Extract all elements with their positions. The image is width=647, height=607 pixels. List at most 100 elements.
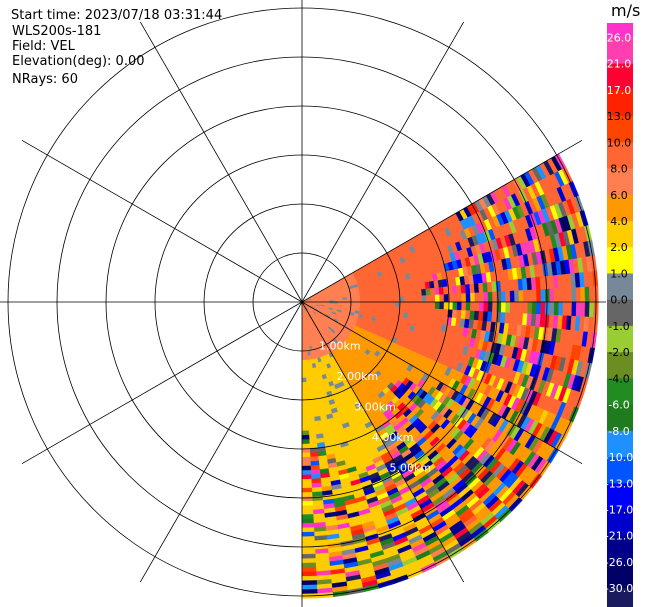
velocity-gate xyxy=(307,416,315,423)
velocity-gate xyxy=(377,297,383,303)
colorbar-tick-label: -4.0 xyxy=(608,372,629,385)
velocity-gate xyxy=(451,285,458,295)
colorbar-segment xyxy=(607,430,633,458)
velocity-gate xyxy=(301,355,306,361)
velocity-gate xyxy=(381,288,387,294)
velocity-gate xyxy=(306,386,312,392)
velocity-gate xyxy=(301,522,315,529)
velocity-gate xyxy=(308,368,314,374)
azimuth-spoke xyxy=(139,301,303,583)
colorbar-segment xyxy=(607,168,633,196)
velocity-gate xyxy=(360,301,365,306)
velocity-gate xyxy=(364,294,370,299)
range-label: 1.00km xyxy=(319,339,361,352)
colorbar-tick-label: 21.0 xyxy=(607,58,632,71)
velocity-gate xyxy=(372,289,378,295)
velocity-gate xyxy=(385,287,391,294)
velocity-gate xyxy=(412,301,418,309)
velocity-gate xyxy=(465,292,471,303)
velocity-gate xyxy=(301,584,318,590)
velocity-gate xyxy=(399,301,405,308)
velocity-gate xyxy=(301,386,307,392)
velocity-gate xyxy=(421,295,427,303)
velocity-gate xyxy=(301,461,311,467)
velocity-gate xyxy=(426,295,432,303)
velocity-gate xyxy=(301,553,316,559)
azimuth-spoke xyxy=(21,139,303,303)
velocity-gate xyxy=(403,290,409,297)
range-label: 3.00km xyxy=(354,400,396,413)
velocity-gate xyxy=(399,296,405,303)
site-text: WLS200s-181 xyxy=(12,24,101,39)
velocity-gate xyxy=(580,301,586,318)
velocity-gate xyxy=(351,298,357,303)
velocity-gate xyxy=(301,434,310,440)
velocity-gate xyxy=(430,294,436,303)
velocity-gate xyxy=(531,289,537,303)
velocity-gate xyxy=(304,355,309,361)
velocity-gate xyxy=(307,403,314,409)
velocity-gate xyxy=(567,301,573,317)
velocity-gate xyxy=(307,408,314,414)
azimuth-spoke xyxy=(301,301,465,583)
colorbar-segment xyxy=(607,404,633,432)
velocity-gate xyxy=(301,518,314,524)
velocity-gate xyxy=(309,451,319,458)
velocity-gate xyxy=(376,289,383,295)
velocity-gate xyxy=(443,301,449,310)
colorbar-segment xyxy=(607,325,633,353)
velocity-gate xyxy=(456,293,462,303)
velocity-gate xyxy=(308,434,317,440)
velocity-gate xyxy=(408,307,414,314)
velocity-gate xyxy=(308,438,318,445)
velocity-gate xyxy=(373,297,379,303)
velocity-gate xyxy=(403,307,409,314)
velocity-gate xyxy=(301,417,309,423)
velocity-gate xyxy=(309,456,319,462)
velocity-gate xyxy=(301,492,313,498)
velocity-gate xyxy=(452,301,458,311)
velocity-gate xyxy=(355,301,361,306)
velocity-gate xyxy=(390,301,396,308)
velocity-gate xyxy=(483,292,489,303)
colorbar-segment xyxy=(607,588,633,607)
velocity-gate xyxy=(307,412,315,418)
velocity-gate xyxy=(540,301,546,315)
velocity-gate xyxy=(518,290,524,303)
velocity-gate xyxy=(412,295,418,303)
velocity-gate xyxy=(478,292,484,303)
colorbar-cap xyxy=(607,23,633,38)
velocity-gate xyxy=(509,301,515,314)
velocity-gate xyxy=(439,294,445,303)
velocity-gate xyxy=(301,351,306,357)
velocity-gate xyxy=(351,296,357,300)
velocity-gate xyxy=(301,456,311,462)
colorbar-segment xyxy=(607,89,633,117)
velocity-gate xyxy=(368,298,374,303)
azimuth-spoke xyxy=(301,301,583,465)
velocity-gate xyxy=(301,360,306,365)
velocity-gate xyxy=(301,562,317,568)
velocity-gate xyxy=(381,305,387,312)
velocity-gate xyxy=(301,404,308,410)
colorbar-segment xyxy=(607,37,633,65)
colorbar-segment xyxy=(607,194,633,222)
velocity-gate xyxy=(310,385,317,391)
azimuth-spoke xyxy=(301,21,465,303)
velocity-gate xyxy=(372,305,379,311)
velocity-gate xyxy=(465,301,471,312)
velocity-gate xyxy=(305,377,311,383)
colorbar: m/s 26.0 21.0 17.0 13.0 10.0 8.0 6.0 4.0 2.0 1.0 0… xyxy=(605,1,640,607)
velocity-gate xyxy=(305,381,312,387)
velocity-gate xyxy=(505,301,511,314)
velocity-gate xyxy=(562,301,568,317)
velocity-gate xyxy=(421,308,427,316)
velocity-gate xyxy=(492,291,498,303)
colorbar-tick-label: -1.0 xyxy=(608,320,629,333)
velocity-gate xyxy=(478,301,484,312)
colorbar-segment xyxy=(607,378,633,406)
velocity-gate xyxy=(305,364,310,370)
velocity-gate xyxy=(382,301,387,307)
velocity-gate xyxy=(301,399,308,405)
